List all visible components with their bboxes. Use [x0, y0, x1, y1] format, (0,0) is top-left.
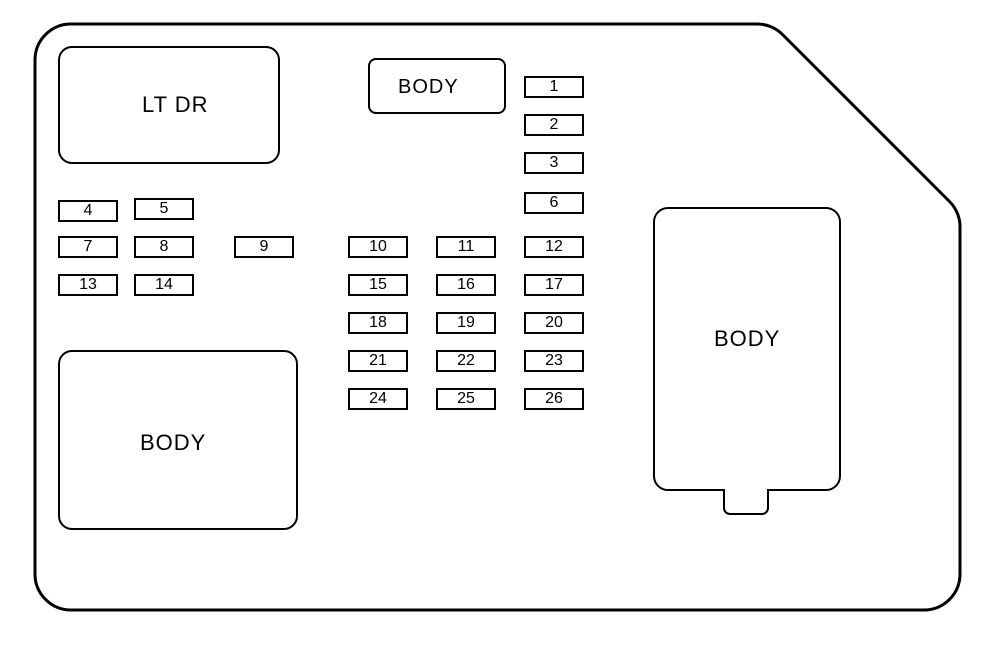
fuse-2: 2: [524, 114, 584, 136]
fuse-22: 22: [436, 350, 496, 372]
fuse-15: 15: [348, 274, 408, 296]
fuse-13: 13: [58, 274, 118, 296]
fuse-12: 12: [524, 236, 584, 258]
fuse-23: 23: [524, 350, 584, 372]
fuse-14: 14: [134, 274, 194, 296]
fuse-9: 9: [234, 236, 294, 258]
fuse-20: 20: [524, 312, 584, 334]
module-body-right-label: BODY: [714, 326, 780, 352]
fuse-11: 11: [436, 236, 496, 258]
fuse-26: 26: [524, 388, 584, 410]
fuse-18: 18: [348, 312, 408, 334]
fuse-21: 21: [348, 350, 408, 372]
fuse-3: 3: [524, 152, 584, 174]
fuse-box-diagram: LT DR BODY BODY BODY 1236121720232611161…: [0, 0, 984, 650]
fuse-8: 8: [134, 236, 194, 258]
fuse-17: 17: [524, 274, 584, 296]
fuse-24: 24: [348, 388, 408, 410]
fuse-25: 25: [436, 388, 496, 410]
fuse-6: 6: [524, 192, 584, 214]
fuse-1: 1: [524, 76, 584, 98]
fuse-7: 7: [58, 236, 118, 258]
fuse-10: 10: [348, 236, 408, 258]
fuse-4: 4: [58, 200, 118, 222]
fuse-16: 16: [436, 274, 496, 296]
fuse-19: 19: [436, 312, 496, 334]
fuse-5: 5: [134, 198, 194, 220]
